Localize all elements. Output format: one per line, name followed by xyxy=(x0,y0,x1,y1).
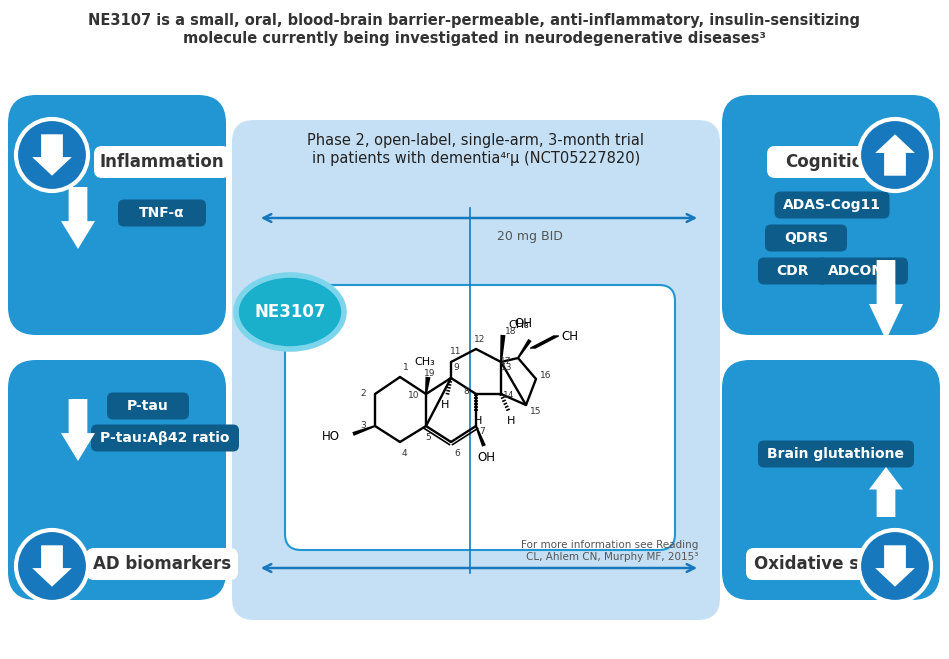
Text: 4: 4 xyxy=(401,449,407,459)
Polygon shape xyxy=(869,260,903,340)
FancyBboxPatch shape xyxy=(8,360,226,600)
Text: 16: 16 xyxy=(540,370,551,380)
Text: molecule currently being investigated in neurodegenerative diseases³: molecule currently being investigated in… xyxy=(182,31,766,46)
Text: Phase 2, open-label, single-arm, 3-month trial: Phase 2, open-label, single-arm, 3-month… xyxy=(307,133,644,148)
Polygon shape xyxy=(352,425,376,436)
FancyBboxPatch shape xyxy=(107,393,189,420)
Polygon shape xyxy=(425,377,431,394)
FancyBboxPatch shape xyxy=(746,548,914,580)
Polygon shape xyxy=(475,426,486,447)
Polygon shape xyxy=(32,545,72,587)
Text: HO: HO xyxy=(322,430,340,442)
Text: 6: 6 xyxy=(455,449,460,459)
Text: H: H xyxy=(441,400,449,410)
Text: 5: 5 xyxy=(425,434,431,442)
Polygon shape xyxy=(61,399,95,461)
Text: Brain glutathione: Brain glutathione xyxy=(768,447,904,461)
Text: ADCOMS: ADCOMS xyxy=(828,264,896,278)
Text: NE3107: NE3107 xyxy=(254,303,326,321)
Text: H: H xyxy=(507,416,515,426)
Text: 20 mg BID: 20 mg BID xyxy=(497,230,563,243)
FancyBboxPatch shape xyxy=(774,192,889,219)
FancyBboxPatch shape xyxy=(91,424,239,451)
Circle shape xyxy=(859,119,931,191)
Text: 18: 18 xyxy=(505,326,517,335)
Polygon shape xyxy=(869,467,903,517)
FancyBboxPatch shape xyxy=(8,95,226,335)
Text: 11: 11 xyxy=(450,347,462,357)
Polygon shape xyxy=(875,134,915,176)
Text: 1: 1 xyxy=(403,364,409,372)
Polygon shape xyxy=(875,545,915,587)
Text: in patients with dementia⁴ʳµ (NCT05227820): in patients with dementia⁴ʳµ (NCT0522782… xyxy=(312,151,641,166)
Text: OH: OH xyxy=(514,317,532,330)
FancyBboxPatch shape xyxy=(722,95,940,335)
FancyBboxPatch shape xyxy=(232,120,720,620)
Text: 3: 3 xyxy=(360,422,366,430)
Text: H: H xyxy=(474,416,482,426)
Text: 17: 17 xyxy=(500,357,512,366)
FancyBboxPatch shape xyxy=(722,360,940,600)
FancyBboxPatch shape xyxy=(765,225,847,252)
Text: TNF-α: TNF-α xyxy=(140,206,185,220)
Text: P-tau:Aβ42 ratio: P-tau:Aβ42 ratio xyxy=(101,431,230,445)
FancyBboxPatch shape xyxy=(94,146,230,178)
Text: 9: 9 xyxy=(453,364,459,372)
Text: Cognition: Cognition xyxy=(785,153,875,171)
FancyBboxPatch shape xyxy=(816,258,908,285)
FancyBboxPatch shape xyxy=(86,548,238,580)
Text: 14: 14 xyxy=(503,391,514,401)
Text: Inflammation: Inflammation xyxy=(100,153,224,171)
Text: QDRS: QDRS xyxy=(784,231,828,245)
Text: 12: 12 xyxy=(474,335,486,343)
Text: AD biomarkers: AD biomarkers xyxy=(93,555,231,573)
Text: 13: 13 xyxy=(501,362,512,372)
FancyBboxPatch shape xyxy=(758,440,914,467)
Text: CH: CH xyxy=(561,330,578,343)
Text: 15: 15 xyxy=(530,407,542,416)
Text: ADAS-Cog11: ADAS-Cog11 xyxy=(783,198,881,212)
FancyBboxPatch shape xyxy=(758,258,828,285)
Polygon shape xyxy=(517,339,531,358)
Polygon shape xyxy=(61,187,95,249)
FancyBboxPatch shape xyxy=(767,146,893,178)
Ellipse shape xyxy=(236,275,344,349)
Text: CH₃: CH₃ xyxy=(415,357,436,367)
FancyBboxPatch shape xyxy=(118,200,206,227)
Text: OH: OH xyxy=(477,451,495,464)
Circle shape xyxy=(16,119,88,191)
Text: 19: 19 xyxy=(424,368,436,378)
FancyBboxPatch shape xyxy=(285,285,675,550)
Text: Oxidative stress: Oxidative stress xyxy=(754,555,906,573)
Text: NE3107 is a small, oral, blood-brain barrier-permeable, anti-inflammatory, insul: NE3107 is a small, oral, blood-brain bar… xyxy=(88,13,860,28)
Text: P-tau: P-tau xyxy=(127,399,169,413)
Text: 10: 10 xyxy=(408,391,419,401)
Circle shape xyxy=(859,530,931,602)
Text: CH₃: CH₃ xyxy=(508,320,529,330)
Circle shape xyxy=(16,530,88,602)
Text: 8: 8 xyxy=(463,387,469,397)
Text: 7: 7 xyxy=(479,426,485,436)
Text: For more information see Reading
CL, Ahlem CN, Murphy MF, 2015³: For more information see Reading CL, Ahl… xyxy=(521,540,698,561)
Text: CDR: CDR xyxy=(776,264,809,278)
Polygon shape xyxy=(500,335,506,362)
Polygon shape xyxy=(32,134,72,176)
Text: 2: 2 xyxy=(361,389,365,399)
